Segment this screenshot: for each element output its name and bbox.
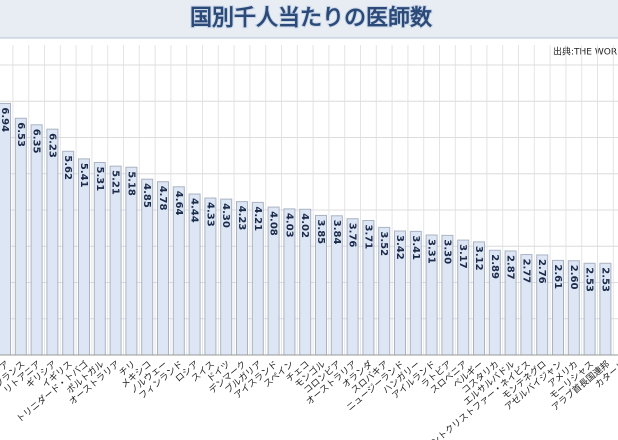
chart-title: 国別千人当たりの医師数 (190, 5, 433, 31)
value-label: 3.30 (441, 239, 452, 264)
value-label: 6.94 (0, 107, 10, 132)
title-band (0, 0, 618, 38)
value-label: 4.64 (173, 191, 184, 216)
value-label: 3.42 (394, 235, 405, 260)
source: 出典:THE WORLD (553, 46, 618, 58)
bar (14, 117, 27, 356)
value-label: 4.33 (204, 202, 215, 227)
value-label: 2.89 (489, 254, 500, 279)
value-label: 2.60 (568, 265, 579, 290)
value-label: 4.08 (268, 211, 279, 236)
value-label: 3.84 (331, 220, 342, 245)
bar (93, 162, 106, 356)
value-label: 4.30 (220, 203, 231, 228)
value-label: 2.61 (552, 264, 563, 289)
value-label: 2.53 (584, 267, 595, 292)
bar (46, 128, 59, 356)
value-label: 4.78 (157, 186, 168, 211)
value-label: 3.17 (457, 244, 468, 269)
value-label: 5.31 (94, 167, 105, 192)
value-label: 3.41 (410, 235, 421, 260)
value-label: 2.87 (505, 255, 516, 280)
value-label: 2.76 (536, 259, 547, 284)
value-label: 5.62 (62, 155, 73, 180)
value-label: 5.21 (110, 170, 121, 195)
bar (30, 124, 43, 356)
bar (78, 158, 90, 356)
value-label: 6.35 (31, 129, 42, 154)
value-label: 4.23 (236, 206, 247, 231)
value-label: 5.41 (78, 163, 89, 188)
value-label: 3.52 (378, 231, 389, 256)
value-label: 4.03 (283, 213, 294, 238)
bar (0, 102, 11, 356)
value-label: 6.23 (46, 133, 57, 158)
bar (62, 150, 75, 356)
value-label: 3.85 (315, 219, 326, 244)
value-label: 3.76 (347, 223, 358, 248)
value-label: 4.85 (141, 183, 152, 208)
x-tick-label: ア (0, 360, 12, 373)
value-label: 4.44 (189, 198, 200, 223)
value-label: 4.02 (299, 213, 310, 238)
value-label: 3.12 (473, 246, 484, 271)
value-label: 2.53 (599, 267, 610, 292)
value-label: 3.71 (362, 225, 373, 250)
value-label: 4.21 (252, 206, 263, 231)
value-label: 5.18 (125, 171, 136, 196)
value-label: 6.53 (15, 122, 26, 147)
value-label: 2.77 (520, 259, 531, 284)
value-label: 3.31 (426, 239, 437, 264)
